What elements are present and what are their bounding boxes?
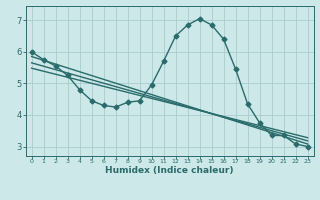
X-axis label: Humidex (Indice chaleur): Humidex (Indice chaleur) [105,166,234,175]
